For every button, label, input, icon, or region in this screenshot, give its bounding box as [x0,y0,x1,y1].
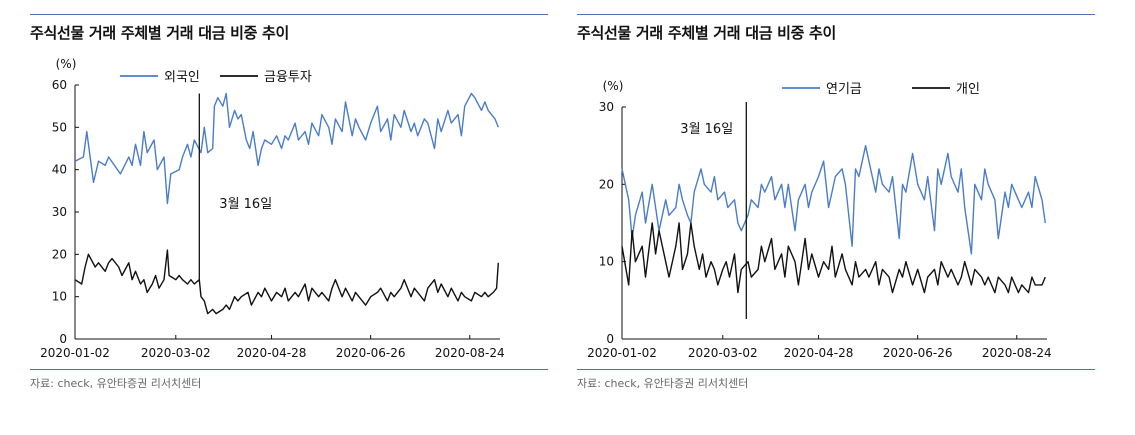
chart-right: (%) 0 10 20 30 2020-01-02 2020-03-02 2020-04-28… [587,79,1052,360]
legend-label: 외국인 [164,70,200,85]
series-line-primary [74,92,499,205]
source-note: 자료: check, 유안타증권 리서치센터 [577,377,749,390]
x-tick-label: 2020-06-26 [883,346,953,360]
series-line-primary [621,144,1046,255]
annotation-label: 3월 16일 [219,197,272,212]
series-line-secondary [621,222,1046,294]
x-tick-label: 2020-03-02 [141,346,211,360]
x-tick-label: 2020-03-02 [688,346,758,360]
x-tick-label: 2020-04-28 [237,346,307,360]
x-tick-label: 2020-01-02 [587,346,657,360]
legend-label: 금융투자 [264,70,312,85]
bottom-rule [577,369,1095,370]
y-tick-label: 20 [599,177,614,191]
legend-label: 연기금 [826,82,862,97]
y-tick-label: 20 [52,247,67,261]
y-tick-label: 10 [52,290,67,304]
y-tick-label: 50 [52,120,67,134]
top-rule [577,14,1095,15]
x-tick-label: 2020-06-26 [336,346,406,360]
x-tick-label: 2020-08-24 [435,346,505,360]
bottom-rule [30,369,548,370]
annotation-label: 3월 16일 [680,122,733,137]
chart-panel-right: 주식선물 거래 주체별 거래 대금 비중 추이 (%) 0 10 20 30 2020-0… [577,0,1095,435]
y-tick-label: 60 [52,78,67,92]
legend-label: 개인 [956,82,980,97]
y-tick-label: 30 [52,205,67,219]
x-tick-label: 2020-08-24 [982,346,1052,360]
y-tick-label: 0 [606,332,614,346]
y-unit-label: (%) [56,57,77,71]
x-tick-label: 2020-04-28 [784,346,854,360]
chart-panel-left: 주식선물 거래 주체별 거래 대금 비중 추이 (%) 0 10 20 30 40 50 60… [30,0,548,435]
y-tick-label: 40 [52,163,67,177]
chart-left: (%) 0 10 20 30 40 50 60 2020-01-02 2020-03-02 2020… [40,57,505,360]
y-tick-label: 0 [59,332,67,346]
x-tick-label: 2020-01-02 [40,346,110,360]
series-line-secondary [74,249,499,315]
y-tick-label: 10 [599,255,614,269]
y-tick-label: 30 [599,100,614,114]
y-unit-label: (%) [603,79,624,93]
chart-title: 주식선물 거래 주체별 거래 대금 비중 추이 [30,24,290,42]
source-note: 자료: check, 유안타증권 리서치센터 [30,377,202,390]
top-rule [30,14,548,15]
chart-title: 주식선물 거래 주체별 거래 대금 비중 추이 [577,24,837,42]
